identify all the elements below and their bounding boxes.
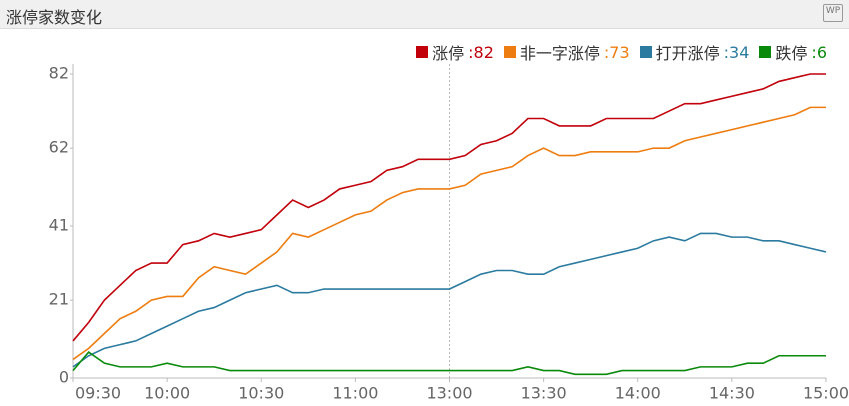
x-tick-label: 09:30 [75, 384, 121, 403]
panel-title: 涨停家数变化 [6, 8, 103, 27]
y-tick-label: 62 [49, 138, 69, 157]
x-tick-label: 11:00 [332, 384, 378, 403]
x-tick-label: 15:00 [803, 384, 849, 403]
series-line [72, 232, 827, 368]
x-tick-label: 13:30 [521, 384, 567, 403]
series-line [72, 106, 826, 361]
legend-label: 非一字涨停 [519, 44, 600, 63]
legend-swatch [503, 46, 516, 58]
x-tick-label: 10:30 [238, 384, 284, 403]
legend-value: 73 [600, 43, 629, 62]
legend-swatch [759, 46, 772, 58]
legend-value: 82 [464, 43, 494, 62]
wp-icon[interactable]: WP [823, 4, 843, 22]
legend-item: 非一字涨停73 [503, 40, 630, 64]
x-tick-label: 10:00 [144, 384, 190, 403]
legend: 涨停82 非一字涨停73 打开涨停34 跌停6 [416, 40, 827, 64]
y-tick-label: 82 [49, 64, 69, 83]
x-tick-label: 14:30 [709, 384, 755, 403]
legend-label: 打开涨停 [655, 44, 720, 63]
panel-header: 涨停家数变化 WP [0, 0, 849, 29]
legend-swatch [416, 46, 429, 58]
legend-item: 涨停82 [416, 40, 494, 64]
series-line [72, 73, 826, 342]
legend-label: 涨停 [432, 44, 465, 63]
legend-item: 跌停6 [759, 40, 827, 64]
legend-item: 打开涨停34 [639, 40, 749, 64]
legend-swatch [639, 46, 652, 58]
y-tick-label: 41 [49, 216, 69, 235]
series-line [72, 350, 826, 376]
x-tick-label: 14:00 [615, 384, 661, 403]
legend-label: 跌停 [775, 44, 808, 63]
x-tick-label: 13:00 [426, 384, 472, 403]
legend-value: 6 [807, 43, 827, 62]
legend-value: 34 [720, 43, 749, 62]
y-tick-label: 21 [49, 290, 69, 309]
y-tick-label: 0 [59, 368, 69, 387]
